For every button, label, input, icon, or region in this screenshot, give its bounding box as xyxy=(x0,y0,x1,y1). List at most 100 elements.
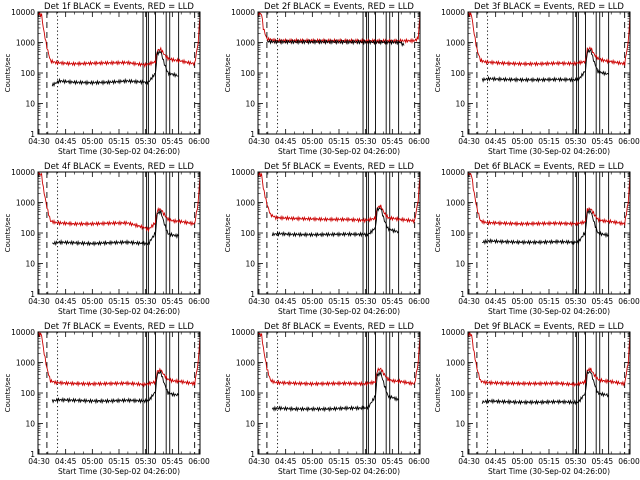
lld-rate-line xyxy=(37,11,201,69)
y-tick-label: 10000 xyxy=(231,168,255,177)
x-tick-label: 06:00 xyxy=(618,137,640,146)
y-tick-label: 1 xyxy=(460,130,465,139)
x-tick-label: 05:00 xyxy=(302,137,324,146)
x-tick-label: 05:15 xyxy=(538,297,560,306)
y-tick-label: 100 xyxy=(21,389,36,398)
x-tick-label: 05:15 xyxy=(108,137,130,146)
y-tick-label: 10000 xyxy=(11,328,35,337)
x-tick-label: 06:00 xyxy=(408,137,430,146)
y-tick-label: 100 xyxy=(451,69,466,78)
y-tick-label: 1 xyxy=(250,130,255,139)
y-tick-label: 1000 xyxy=(446,359,465,368)
x-tick-label: 05:00 xyxy=(512,137,534,146)
detector-panel: Det 7f BLACK = Events, RED = LLD Counts/s… xyxy=(4,322,210,476)
y-axis-label: Counts/sec xyxy=(224,374,232,413)
y-tick-label: 10000 xyxy=(231,8,255,17)
y-tick-label: 1000 xyxy=(446,199,465,208)
y-tick-label: 1000 xyxy=(16,39,35,48)
y-axis-label: Counts/sec xyxy=(224,214,232,253)
detector-panel: Det 4f BLACK = Events, RED = LLD Counts/s… xyxy=(4,162,210,316)
events-rate-line xyxy=(51,369,179,405)
x-tick-label: 06:00 xyxy=(408,457,430,466)
y-tick-label: 1 xyxy=(250,450,255,459)
plot-frame xyxy=(257,171,421,295)
plot-frame xyxy=(257,11,421,135)
x-tick-label: 04:45 xyxy=(275,297,297,306)
x-tick-label: 05:30 xyxy=(135,297,157,306)
y-tick-label: 10000 xyxy=(441,328,465,337)
y-tick-label: 1 xyxy=(30,290,35,299)
lld-rate-line xyxy=(37,330,201,388)
y-tick-label: 10 xyxy=(455,420,465,429)
y-tick-label: 1000 xyxy=(236,39,255,48)
detector-panel: Det 1f BLACK = Events, RED = LLD Counts/s… xyxy=(4,2,210,156)
y-tick-label: 100 xyxy=(21,229,36,238)
x-axis-label: Start Time (30-Sep-02 04:26:00) xyxy=(278,467,400,476)
detector-panel: Det 9f BLACK = Events, RED = LLD Counts/s… xyxy=(434,322,640,476)
detector-panel: Det 2f BLACK = Events, RED = LLD Counts/s… xyxy=(224,2,430,156)
x-tick-label: 06:00 xyxy=(618,457,640,466)
plot-frame xyxy=(467,331,631,455)
x-tick-label: 05:30 xyxy=(135,137,157,146)
x-axis-label: Start Time (30-Sep-02 04:26:00) xyxy=(278,147,400,156)
panel-title: Det 5f BLACK = Events, RED = LLD xyxy=(264,162,414,172)
y-tick-label: 100 xyxy=(451,229,466,238)
x-tick-label: 05:00 xyxy=(512,457,534,466)
y-tick-label: 100 xyxy=(241,229,256,238)
x-tick-label: 05:45 xyxy=(162,457,184,466)
y-tick-label: 10 xyxy=(25,420,35,429)
x-tick-label: 05:00 xyxy=(302,457,324,466)
y-tick-label: 10000 xyxy=(11,168,35,177)
x-tick-label: 04:45 xyxy=(485,137,507,146)
x-tick-label: 05:30 xyxy=(135,457,157,466)
x-tick-label: 04:30 xyxy=(28,297,50,306)
panel-title: Det 1f BLACK = Events, RED = LLD xyxy=(44,2,194,12)
y-tick-label: 1 xyxy=(460,450,465,459)
y-tick-label: 10 xyxy=(455,100,465,109)
y-tick-label: 1 xyxy=(250,290,255,299)
x-tick-label: 05:30 xyxy=(565,457,587,466)
lld-rate-line xyxy=(37,171,201,233)
x-tick-label: 04:30 xyxy=(248,297,270,306)
x-axis-label: Start Time (30-Sep-02 04:26:00) xyxy=(488,467,610,476)
events-rate-line xyxy=(266,38,405,47)
y-axis-label: Counts/sec xyxy=(4,374,12,413)
y-tick-label: 10000 xyxy=(11,8,35,17)
x-axis-label: Start Time (30-Sep-02 04:26:00) xyxy=(278,307,400,316)
x-tick-label: 05:30 xyxy=(355,297,377,306)
x-axis-label: Start Time (30-Sep-02 04:26:00) xyxy=(488,147,610,156)
lld-rate-line xyxy=(467,331,631,388)
y-axis-label: Counts/sec xyxy=(434,374,442,413)
x-tick-label: 04:45 xyxy=(275,457,297,466)
plot-frame xyxy=(467,11,631,135)
x-tick-label: 05:45 xyxy=(592,137,614,146)
plot-frame xyxy=(37,11,201,135)
events-rate-line xyxy=(481,369,609,406)
x-axis-label: Start Time (30-Sep-02 04:26:00) xyxy=(488,307,610,316)
x-tick-label: 05:45 xyxy=(162,137,184,146)
x-tick-label: 05:45 xyxy=(592,457,614,466)
lld-rate-line xyxy=(257,333,421,388)
x-tick-label: 05:30 xyxy=(565,137,587,146)
panel-title: Det 3f BLACK = Events, RED = LLD xyxy=(474,2,624,12)
plot-frame xyxy=(257,331,421,455)
x-tick-label: 05:45 xyxy=(382,137,404,146)
y-tick-label: 10000 xyxy=(441,168,465,177)
x-tick-label: 05:00 xyxy=(82,457,104,466)
x-tick-label: 04:30 xyxy=(248,457,270,466)
y-tick-label: 1000 xyxy=(16,199,35,208)
panel-title: Det 6f BLACK = Events, RED = LLD xyxy=(474,162,624,172)
y-tick-label: 10 xyxy=(25,100,35,109)
y-tick-label: 10 xyxy=(25,260,35,269)
x-tick-label: 05:15 xyxy=(328,297,350,306)
y-tick-label: 10 xyxy=(245,260,255,269)
y-tick-label: 100 xyxy=(451,389,466,398)
events-rate-line xyxy=(271,370,399,413)
panel-title: Det 9f BLACK = Events, RED = LLD xyxy=(474,322,624,332)
y-tick-label: 10 xyxy=(245,100,255,109)
x-tick-label: 04:30 xyxy=(458,137,480,146)
x-tick-label: 05:45 xyxy=(382,457,404,466)
events-rate-line xyxy=(271,207,399,238)
x-tick-label: 04:45 xyxy=(485,297,507,306)
